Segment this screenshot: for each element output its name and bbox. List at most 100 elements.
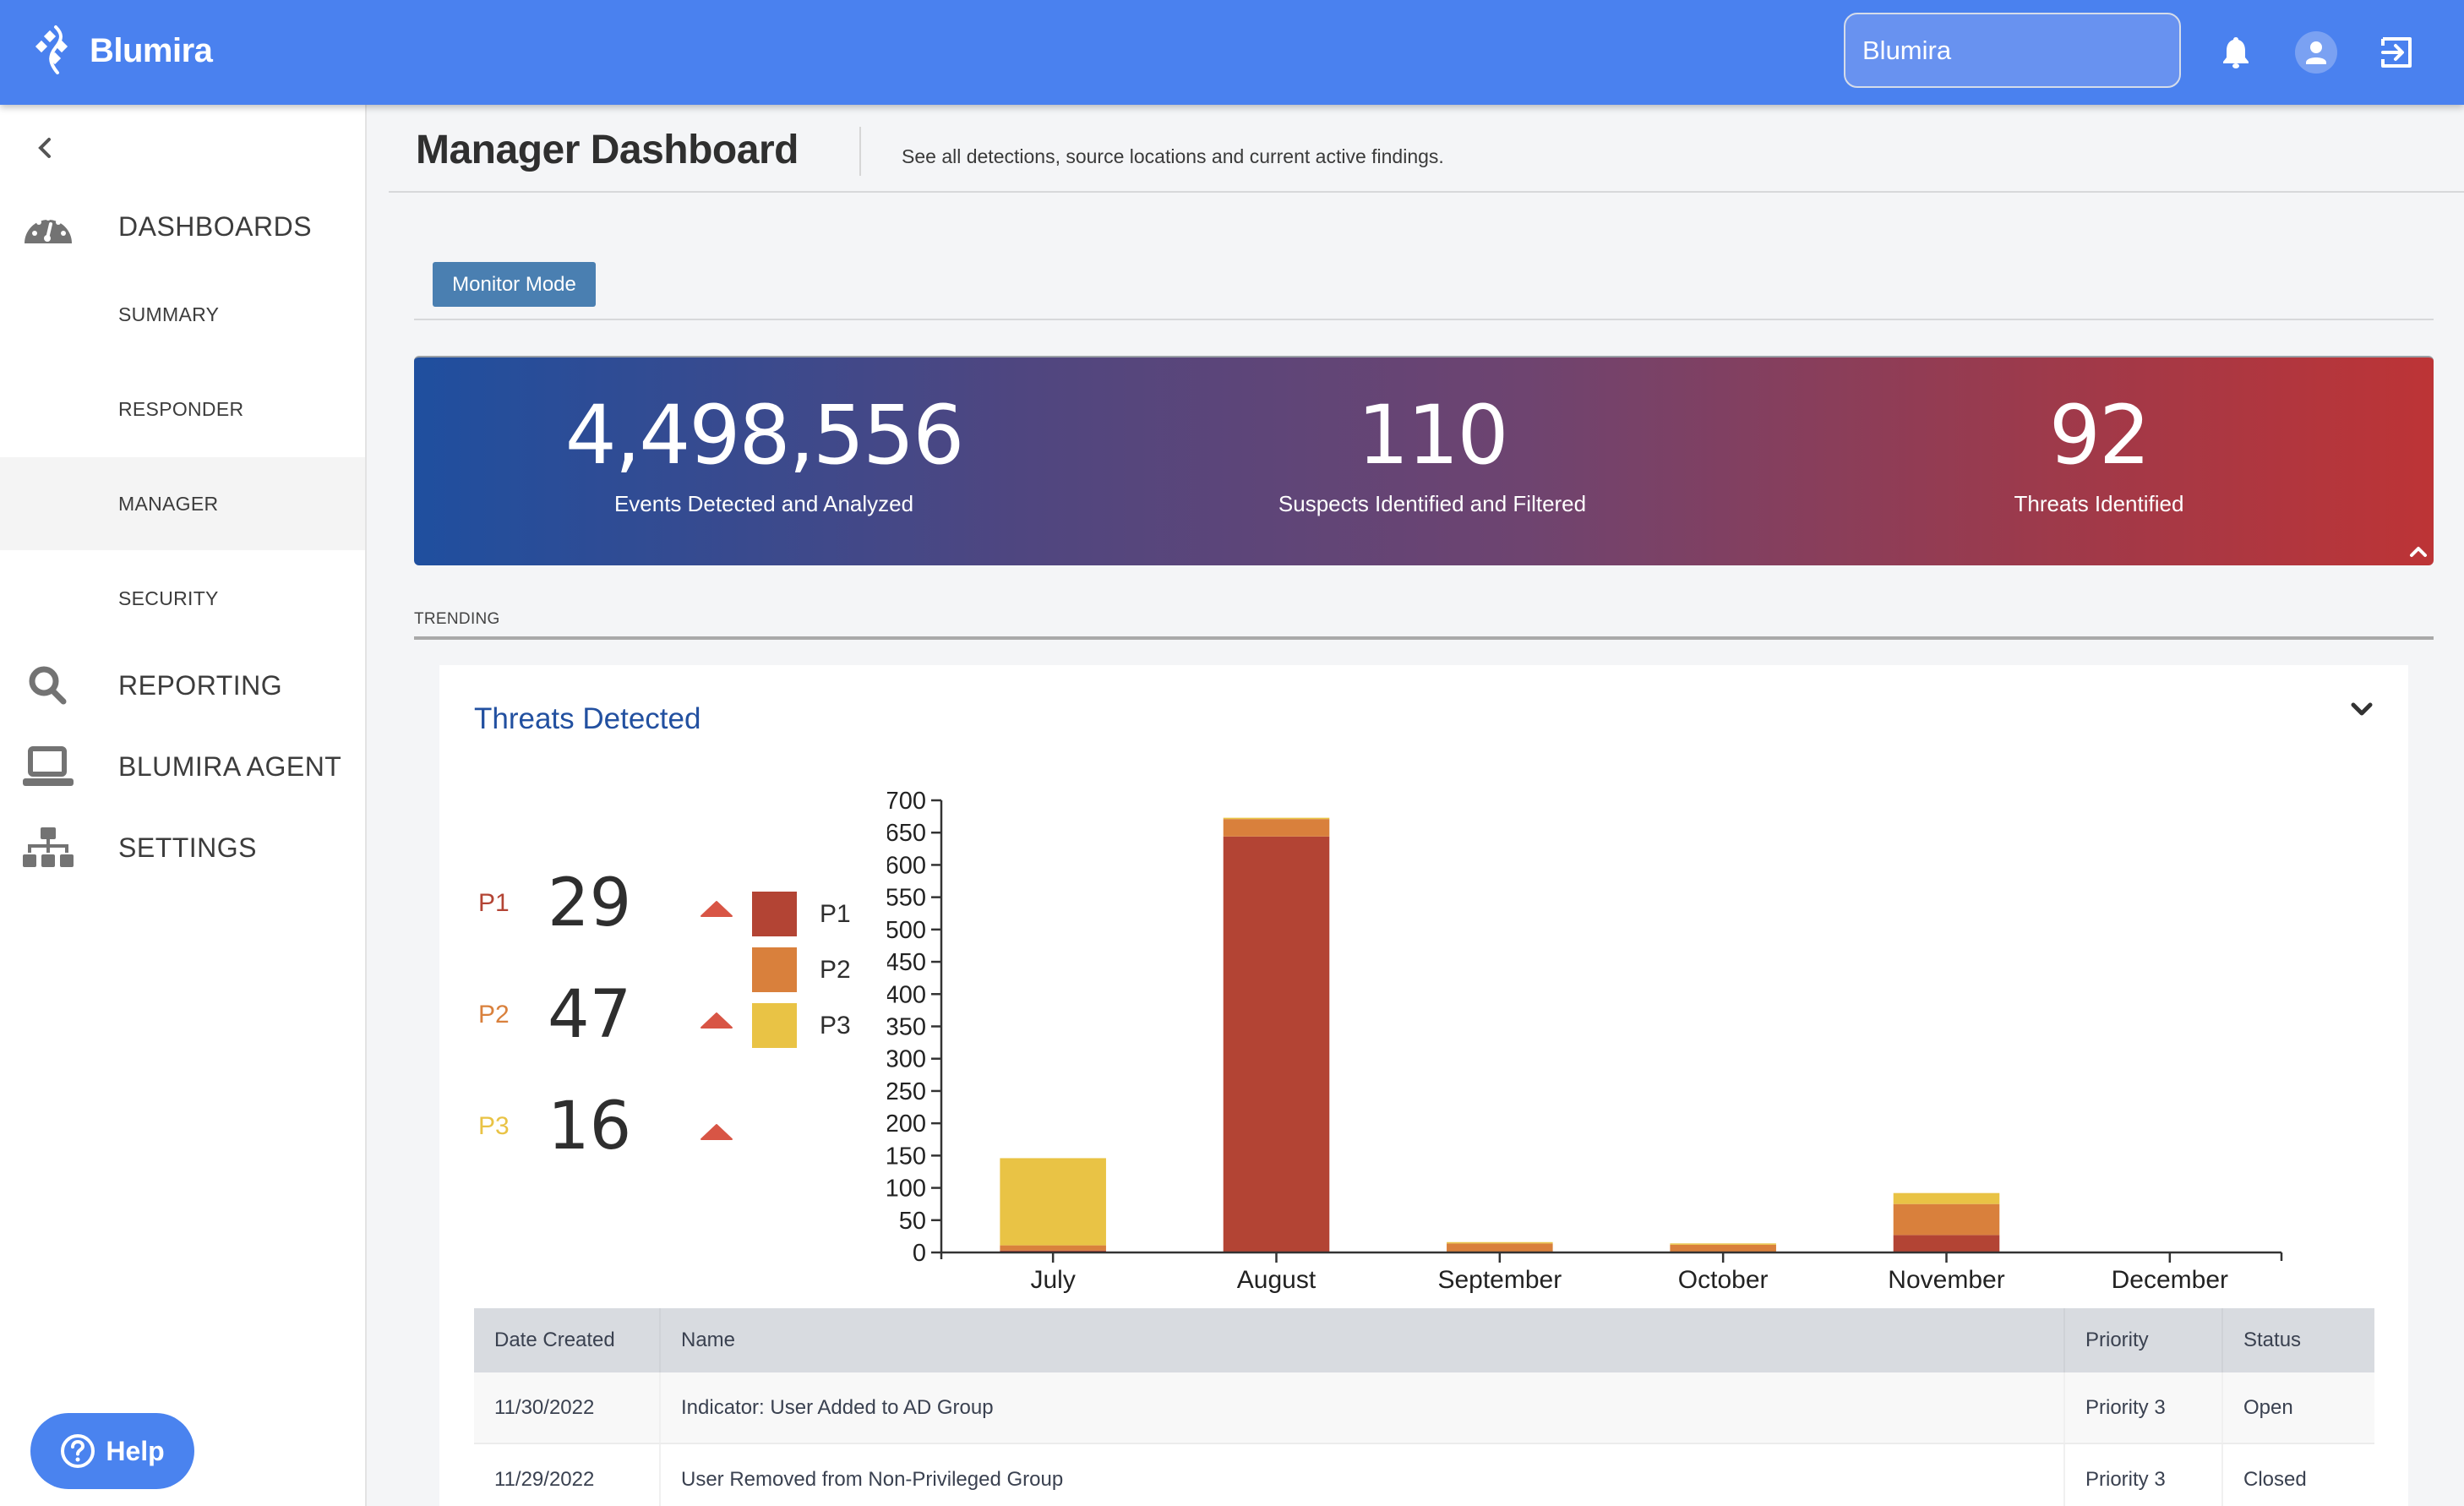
title-divider xyxy=(859,127,861,176)
question-circle-icon xyxy=(61,1434,95,1468)
x-tick-label: December xyxy=(2112,1266,2228,1294)
priority-label: P2 xyxy=(478,1001,510,1029)
sidebar-item-label: DASHBOARDS xyxy=(118,210,313,242)
dashboard-gauge-icon xyxy=(25,216,72,243)
brand-logo[interactable]: Blumira xyxy=(34,24,213,78)
bar-segment-p3[interactable] xyxy=(1447,1241,1553,1244)
stat-value: 92 xyxy=(2048,388,2151,483)
bell-icon xyxy=(2223,37,2249,68)
sidebar-item-reporting[interactable]: REPORTING xyxy=(0,652,367,719)
section-divider xyxy=(414,319,2434,320)
bar-segment-p2[interactable] xyxy=(1223,819,1330,837)
collapse-sidebar-button[interactable] xyxy=(34,134,56,161)
logout-icon xyxy=(2381,37,2412,68)
sidebar-item-manager[interactable]: MANAGER xyxy=(0,457,365,550)
threats-bar-chart: 0 50 100 150 200 250 300 350 400 450 500 550 600 650 7… xyxy=(886,788,2283,1294)
sidebar-item-security[interactable]: SECURITY xyxy=(0,552,365,645)
sidebar-item-blumira-agent[interactable]: BLUMIRA AGENT xyxy=(0,733,367,800)
column-header-priority[interactable]: Priority xyxy=(2064,1308,2223,1372)
priority-count: 16 xyxy=(548,1089,632,1165)
blumira-logo-icon xyxy=(35,25,68,74)
sidebar-item-label: REPORTING xyxy=(118,669,283,701)
sidebar-item-settings[interactable]: SETTINGS xyxy=(0,814,367,881)
chevron-left-icon xyxy=(38,138,51,158)
user-menu-button[interactable] xyxy=(2294,30,2338,74)
chevron-up-icon[interactable] xyxy=(2408,543,2429,559)
bar-segment-p3[interactable] xyxy=(1670,1243,1776,1245)
laptop-icon xyxy=(23,746,74,786)
sidebar-item-label: SECURITY xyxy=(118,587,219,609)
top-header: Blumira Blumira xyxy=(0,0,2464,105)
x-tick-label: August xyxy=(1237,1266,1316,1294)
y-tick-label: 600 xyxy=(886,852,926,879)
stat-value: 4,498,556 xyxy=(564,388,965,483)
sidebar: DASHBOARDS SUMMARY RESPONDER MANAGER SEC… xyxy=(0,105,367,1506)
cell-priority: Priority 3 xyxy=(2064,1443,2223,1506)
help-button[interactable]: Help xyxy=(30,1413,194,1489)
header-divider xyxy=(389,191,2464,193)
sidebar-item-dashboards[interactable]: DASHBOARDS xyxy=(0,193,367,260)
column-header-status[interactable]: Status xyxy=(2222,1308,2374,1372)
trending-divider xyxy=(414,636,2434,640)
table-row[interactable]: 11/29/2022 User Removed from Non-Privile… xyxy=(474,1443,2374,1506)
notifications-button[interactable] xyxy=(2214,30,2258,74)
column-header-date[interactable]: Date Created xyxy=(474,1308,661,1372)
sidebar-item-label: MANAGER xyxy=(118,492,219,515)
legend-swatch xyxy=(752,1003,797,1048)
bar-segment-p2[interactable] xyxy=(1000,1245,1106,1251)
priority-count: 47 xyxy=(548,977,632,1053)
sidebar-item-summary[interactable]: SUMMARY xyxy=(0,268,365,361)
bar-segment-p3[interactable] xyxy=(1893,1192,2000,1204)
stats-banner: 4,498,556 Events Detected and Analyzed 1… xyxy=(414,356,2434,565)
search-icon xyxy=(29,666,67,705)
sidebar-item-label: BLUMIRA AGENT xyxy=(118,750,342,782)
legend-swatch xyxy=(752,947,797,992)
y-tick-label: 250 xyxy=(886,1078,926,1105)
sidebar-item-responder[interactable]: RESPONDER xyxy=(0,363,365,456)
priority-p1-summary: P1 29 xyxy=(478,865,733,950)
y-tick-label: 100 xyxy=(886,1176,926,1203)
y-tick-label: 200 xyxy=(886,1110,926,1138)
threats-table: Date Created Name Priority Status 11/30/… xyxy=(474,1308,2374,1506)
x-tick-label: July xyxy=(1030,1266,1075,1294)
chevron-down-icon[interactable] xyxy=(2349,699,2374,719)
table-row[interactable]: 11/30/2022 Indicator: User Added to AD G… xyxy=(474,1372,2374,1444)
bar-segment-p3[interactable] xyxy=(1223,817,1330,820)
threats-detected-card: Threats Detected P1 29 P2 47 P3 16 P1 P2… xyxy=(439,665,2408,1506)
column-header-name[interactable]: Name xyxy=(660,1308,2065,1372)
legend-label: P3 xyxy=(820,1012,851,1039)
y-tick-label: 700 xyxy=(886,788,926,815)
x-tick-label: October xyxy=(1678,1266,1769,1294)
y-tick-label: 550 xyxy=(886,885,926,912)
legend-swatch xyxy=(752,892,797,936)
cell-date: 11/30/2022 xyxy=(474,1372,661,1444)
cell-name: Indicator: User Added to AD Group xyxy=(660,1372,2065,1444)
monitor-mode-button[interactable]: Monitor Mode xyxy=(433,262,596,307)
logout-button[interactable] xyxy=(2374,30,2418,74)
bar-segment-p3[interactable] xyxy=(1000,1158,1106,1246)
legend-item-p1: P1 xyxy=(752,892,921,939)
bar-segment-p2[interactable] xyxy=(1670,1244,1776,1252)
cell-status: Closed xyxy=(2222,1443,2374,1506)
bar-segment-p1[interactable] xyxy=(1893,1235,2000,1252)
cell-status: Open xyxy=(2222,1372,2374,1444)
cell-priority: Priority 3 xyxy=(2064,1372,2223,1444)
bar-segment-p1[interactable] xyxy=(1223,836,1330,1252)
priority-label: P3 xyxy=(478,1112,510,1140)
stat-threats: 92 Threats Identified xyxy=(1862,393,2336,517)
user-avatar-icon xyxy=(2295,31,2337,74)
organization-selector[interactable]: Blumira xyxy=(1844,13,2181,88)
legend-label: P1 xyxy=(820,900,851,928)
brand-name: Blumira xyxy=(90,31,213,69)
stat-label: Events Detected and Analyzed xyxy=(613,491,914,516)
bar-segment-p2[interactable] xyxy=(1447,1243,1553,1252)
priority-label: P1 xyxy=(478,889,510,917)
priority-p2-summary: P2 47 xyxy=(478,977,733,1061)
y-tick-label: 50 xyxy=(899,1208,926,1235)
stat-events: 4,498,556 Events Detected and Analyzed xyxy=(527,393,1000,517)
bar-segment-p2[interactable] xyxy=(1893,1203,2000,1236)
priority-p3-summary: P3 16 xyxy=(478,1089,733,1173)
trending-label: TRENDING xyxy=(414,610,500,628)
priority-count: 29 xyxy=(548,865,632,941)
page-title: Manager Dashboard xyxy=(416,128,799,172)
